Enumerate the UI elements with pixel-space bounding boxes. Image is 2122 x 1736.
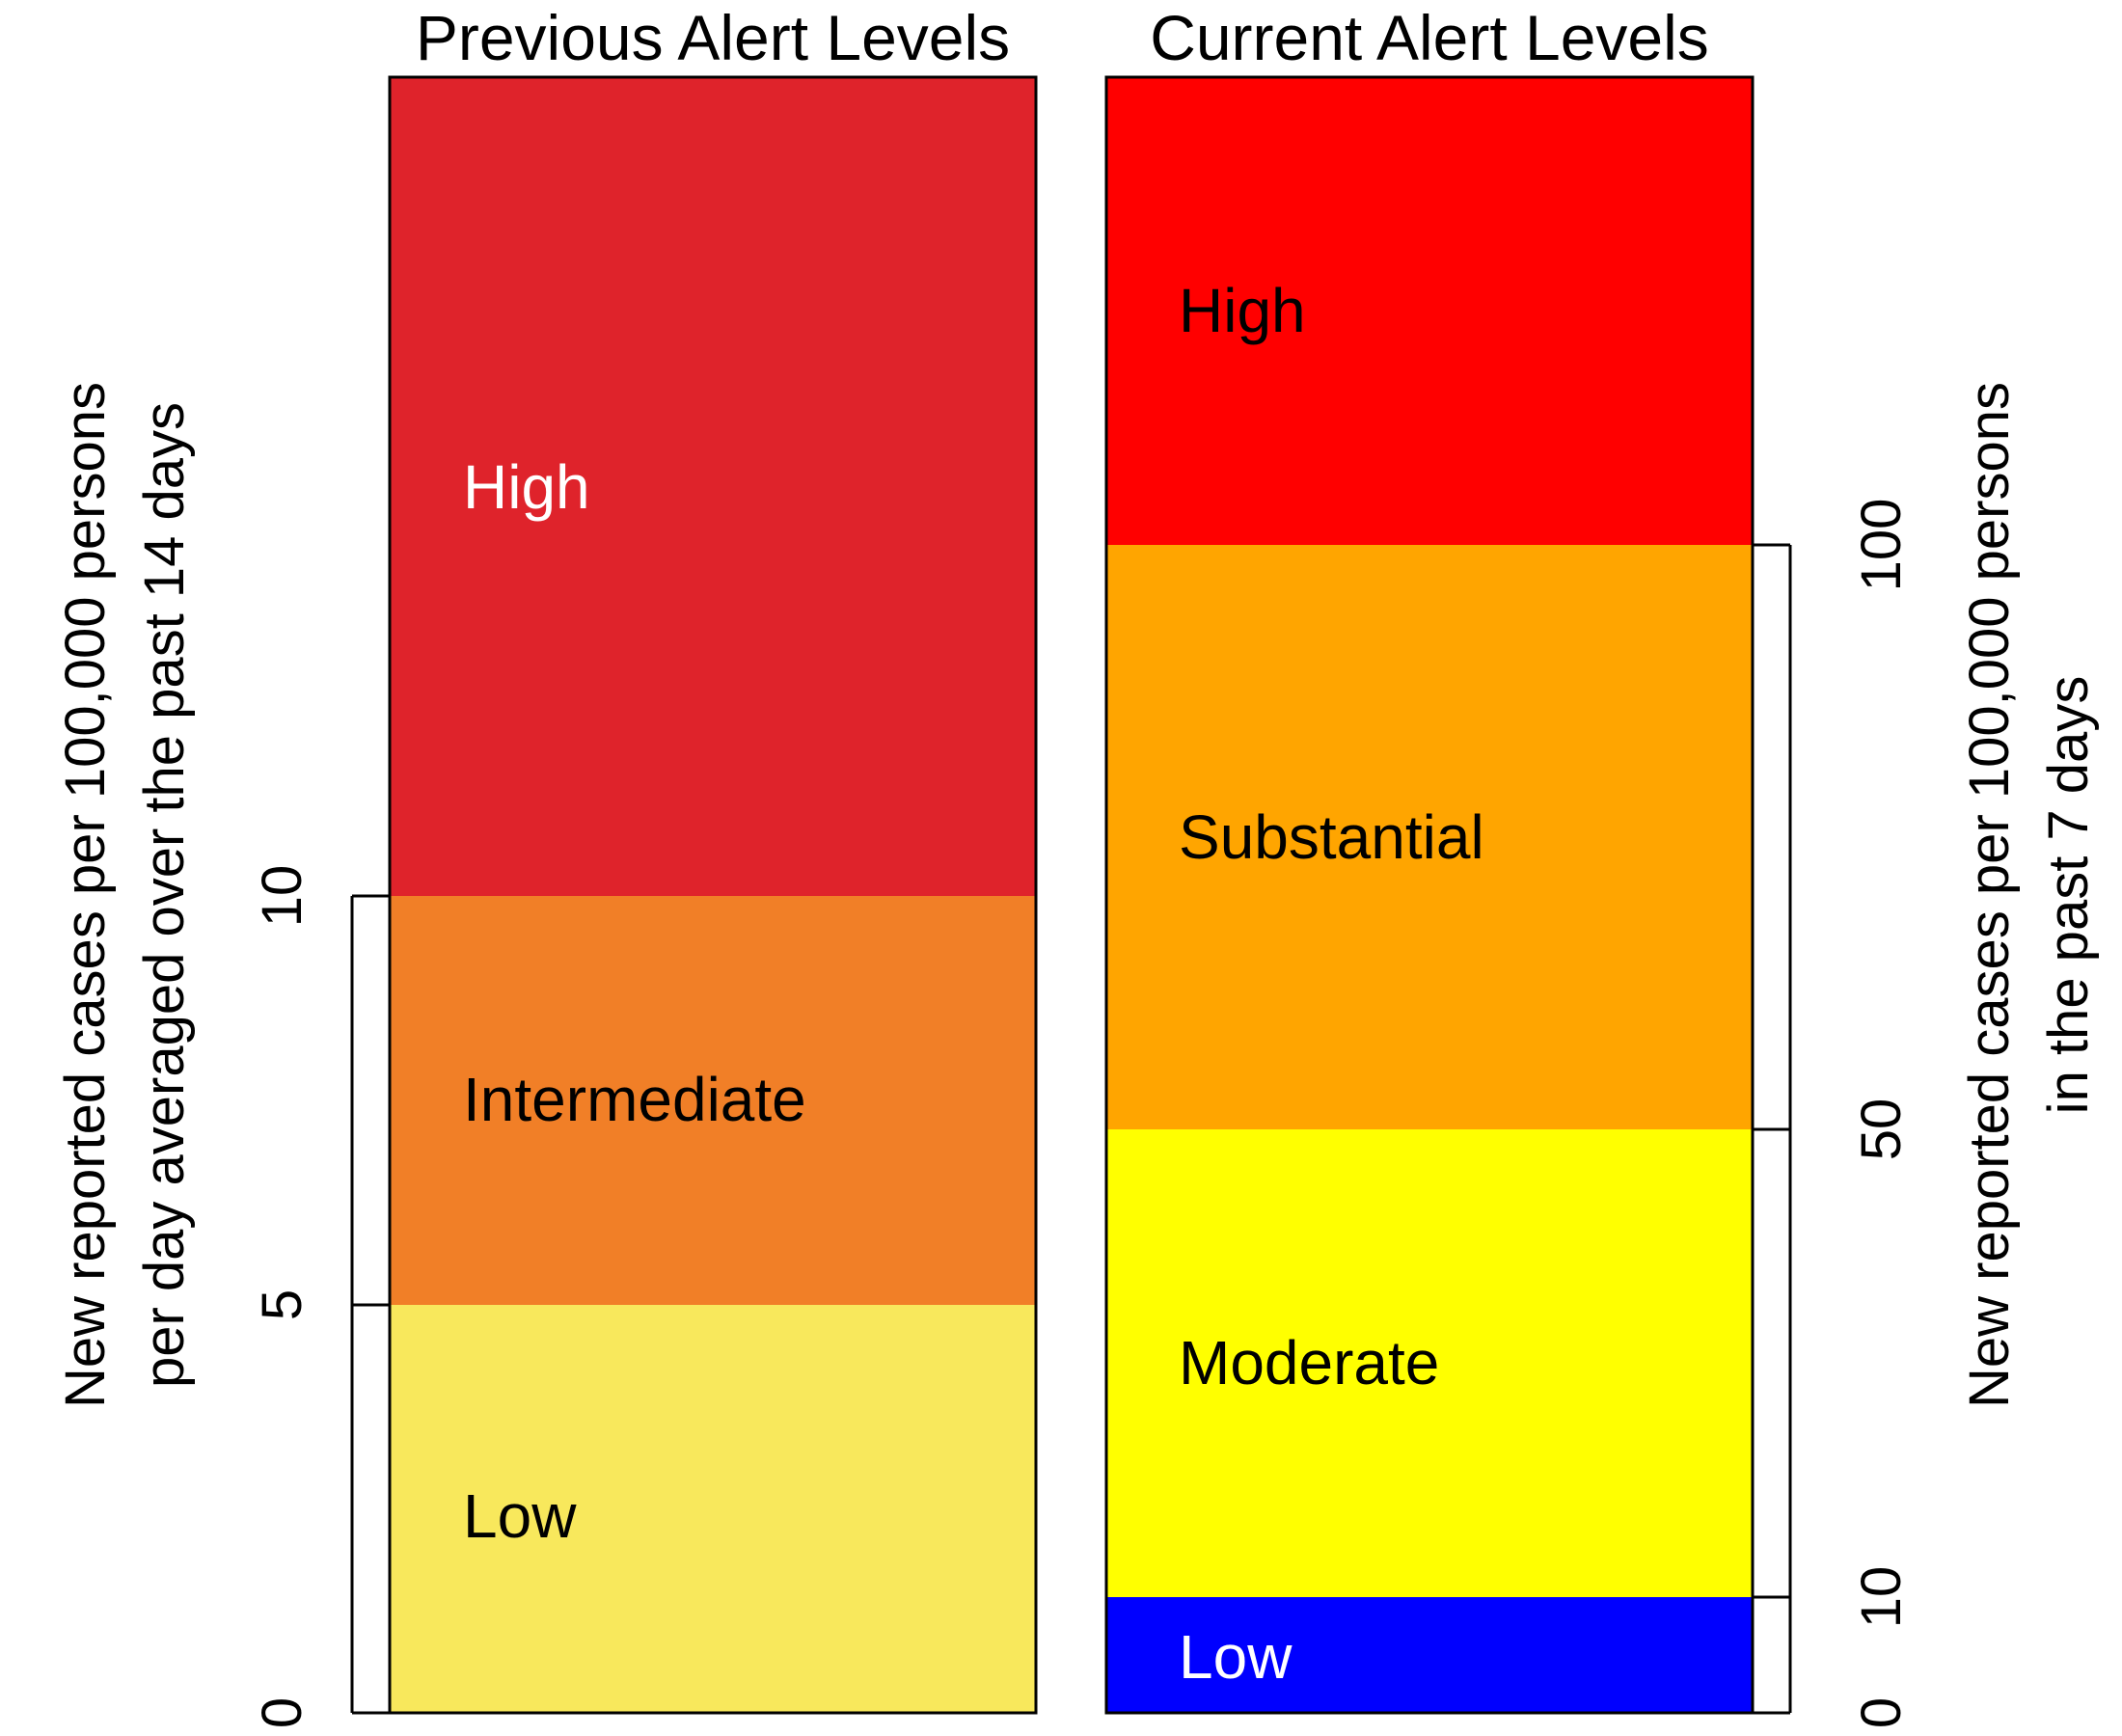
previous-band-high	[390, 77, 1036, 896]
current-tick-label-10: 10	[1850, 1566, 1913, 1629]
current-band-high	[1106, 77, 1753, 545]
current-panel-title: Current Alert Levels	[1150, 2, 1709, 73]
previous-y-axis-title-line-2: per day averaged over the past 14 days	[133, 402, 196, 1388]
current-band-label-moderate: Moderate	[1179, 1328, 1439, 1397]
previous-band-intermediate	[390, 896, 1036, 1305]
current-panel-frame	[1104, 75, 1755, 1715]
previous-panel-title: Previous Alert Levels	[416, 2, 1010, 73]
previous-band-label-high: High	[463, 452, 590, 522]
current-y-axis-title-line-2: in the past 7 days	[2037, 676, 2100, 1115]
current-band-moderate	[1106, 1129, 1753, 1597]
previous-y-axis-title-line-1: New reported cases per 100,000 persons	[54, 382, 117, 1408]
current-y-axis-title-line-1: New reported cases per 100,000 persons	[1958, 382, 2021, 1408]
previous-band-label-low: Low	[463, 1481, 577, 1551]
current-band-substantial	[1106, 545, 1753, 1129]
previous-tick-label-10: 10	[251, 865, 313, 928]
previous-band-low	[390, 1305, 1036, 1713]
current-band-label-high: High	[1179, 276, 1306, 345]
current-alert-levels-panel: Low Moderate Substantial High Current Alert …	[1104, 2, 2100, 1728]
current-band-label-substantial: Substantial	[1179, 802, 1484, 872]
previous-tick-label-5: 5	[251, 1289, 313, 1320]
current-tick-label-0: 0	[1850, 1697, 1913, 1728]
previous-tick-label-0: 0	[251, 1697, 313, 1728]
current-tick-label-50: 50	[1850, 1099, 1913, 1161]
current-band-label-low: Low	[1179, 1622, 1292, 1692]
current-tick-label-100: 100	[1850, 499, 1913, 592]
current-band-low	[1106, 1597, 1753, 1713]
previous-alert-levels-panel: Low Intermediate High Previous Alert Levels…	[54, 2, 1038, 1728]
previous-band-label-intermediate: Intermediate	[463, 1065, 806, 1134]
